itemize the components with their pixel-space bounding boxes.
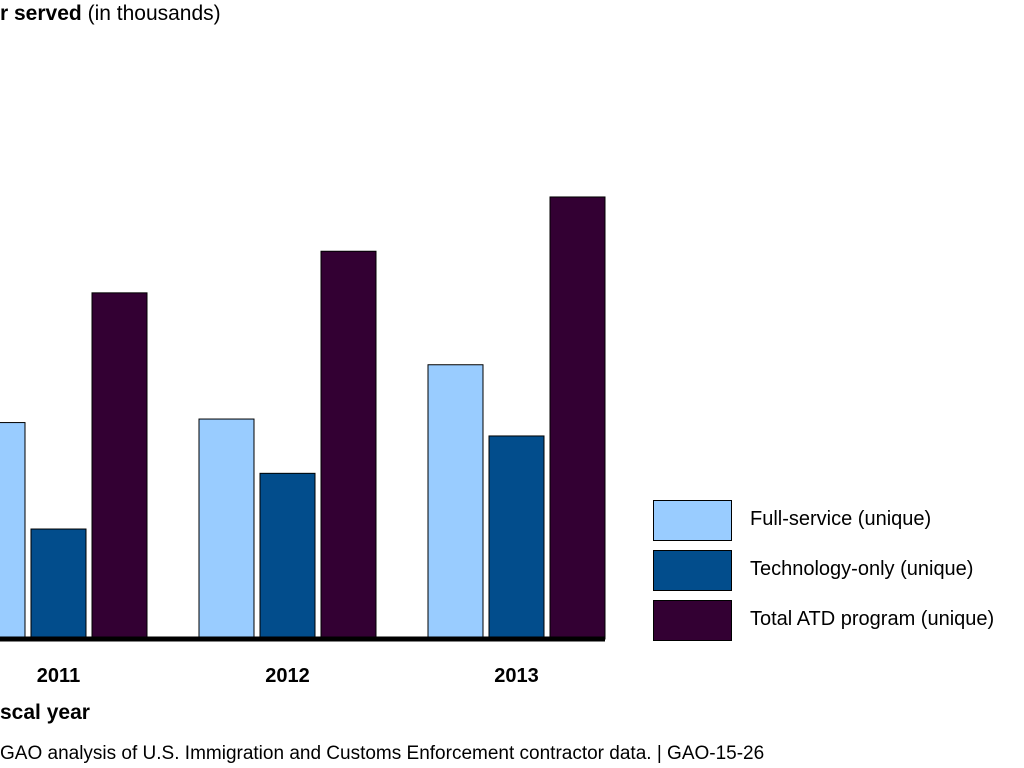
- legend-label-total-atd: Total ATD program (unique): [750, 608, 995, 630]
- bar-2013-series-1: [488, 435, 545, 640]
- x-tick-label-2012: 2012: [265, 665, 310, 687]
- legend-label-technology-only: Technology-only (unique): [750, 558, 974, 580]
- x-tick-label-2011: 2011: [37, 665, 80, 687]
- bar-2011-series-1: [30, 528, 87, 640]
- chart-title-strong: r served: [0, 2, 82, 25]
- bar-2012-series-1: [259, 472, 316, 640]
- x-tick-label-2013: 2013: [494, 665, 539, 687]
- bar-2013-series-2: [549, 196, 606, 640]
- legend-item-full-service: Full-service (unique): [653, 500, 1024, 541]
- bar-2011-series-2: [91, 292, 148, 640]
- x-axis-label: scal year: [0, 701, 90, 724]
- bar-2011-series-0: [0, 422, 26, 640]
- legend-item-total-atd: Total ATD program (unique): [653, 600, 1024, 641]
- bar-2012-series-0: [198, 418, 255, 640]
- legend-swatch-full-service: [653, 500, 732, 541]
- chart-title-units: (in thousands): [87, 2, 221, 25]
- legend-item-technology-only: Technology-only (unique): [653, 550, 1024, 591]
- legend-swatch-technology-only: [653, 550, 732, 591]
- legend-label-full-service: Full-service (unique): [750, 508, 932, 530]
- chart-title: r served (in thousands): [0, 2, 221, 26]
- bar-chart: 2011 2012 2013: [0, 196, 606, 687]
- bar-2012-series-2: [320, 250, 377, 640]
- legend-swatch-total-atd: [653, 600, 732, 641]
- source-note: GAO analysis of U.S. Immigration and Cus…: [0, 743, 765, 764]
- bar-2013-series-0: [427, 364, 484, 640]
